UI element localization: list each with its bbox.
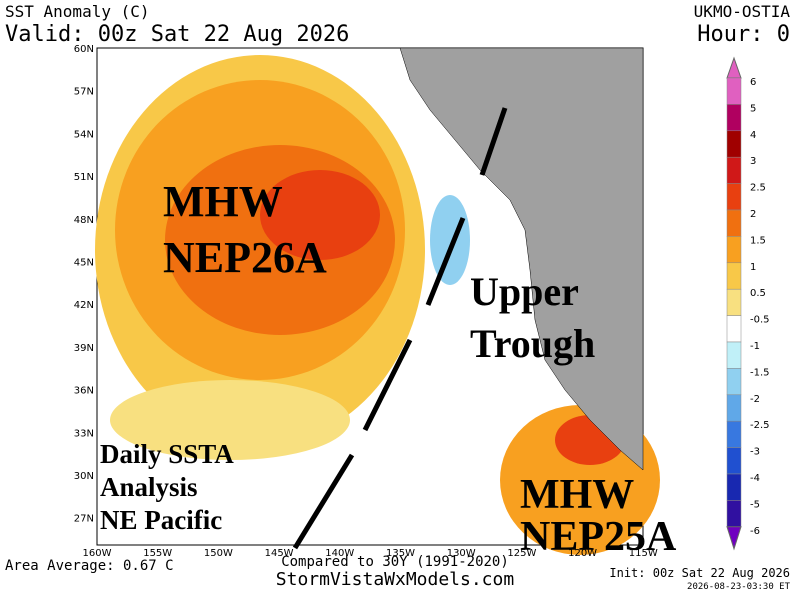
lon-label: 140W bbox=[325, 548, 354, 559]
colorbar-label: 5 bbox=[750, 103, 756, 114]
annotation: MHW bbox=[520, 472, 634, 518]
colorbar-swatch bbox=[726, 341, 742, 369]
colorbar-swatch bbox=[726, 77, 742, 105]
lat-label: 39N bbox=[74, 343, 94, 354]
lat-label: 51N bbox=[74, 172, 94, 183]
colorbar-swatch bbox=[726, 183, 742, 211]
area-average: Area Average: 0.67 C bbox=[5, 558, 174, 574]
annotation: NE Pacific bbox=[100, 505, 222, 535]
lon-label: 120W bbox=[568, 548, 597, 559]
colorbar-swatch bbox=[726, 104, 742, 132]
lat-label: 30N bbox=[74, 471, 94, 482]
annotation: Daily SSTA bbox=[100, 439, 234, 469]
lon-label: 155W bbox=[143, 548, 172, 559]
title: SST Anomaly (C) bbox=[5, 2, 150, 21]
lat-label: 60N bbox=[74, 44, 94, 55]
colorbar-label: 2 bbox=[750, 209, 756, 220]
colorbar-label: -4 bbox=[750, 473, 760, 484]
lon-label: 145W bbox=[265, 548, 294, 559]
colorbar-swatch bbox=[726, 500, 742, 528]
colorbar-swatch bbox=[726, 420, 742, 448]
lon-label: 135W bbox=[386, 548, 415, 559]
colorbar-label: -5 bbox=[750, 499, 760, 510]
colorbar-swatch bbox=[726, 288, 742, 316]
comparison: Compared to 30Y (1991-2020) bbox=[281, 554, 509, 570]
source: UKMO-OSTIA bbox=[694, 2, 791, 21]
colorbar-swatch bbox=[726, 236, 742, 264]
colorbar-swatch bbox=[726, 473, 742, 501]
lon-label: 150W bbox=[204, 548, 233, 559]
colorbar-label: 1.5 bbox=[750, 235, 766, 246]
colorbar-swatch bbox=[726, 130, 742, 158]
init-time: Init: 00z Sat 22 Aug 2026 bbox=[609, 566, 790, 580]
colorbar-label: -0.5 bbox=[750, 315, 770, 326]
colorbar-cap bbox=[726, 56, 742, 79]
lon-label: 115W bbox=[629, 548, 658, 559]
annotation: Upper bbox=[470, 269, 579, 314]
colorbar-cap bbox=[726, 526, 742, 551]
annotation: NEP26A bbox=[163, 233, 327, 282]
lat-label: 45N bbox=[74, 258, 94, 269]
lat-label: 33N bbox=[74, 428, 94, 439]
colorbar-swatch bbox=[726, 447, 742, 475]
lat-label: 36N bbox=[74, 386, 94, 397]
lon-label: 160W bbox=[83, 548, 112, 559]
colorbar-label: -2.5 bbox=[750, 420, 770, 431]
annotation: Analysis bbox=[100, 472, 198, 502]
colorbar-swatch bbox=[726, 394, 742, 422]
lat-label: 54N bbox=[74, 129, 94, 140]
colorbar-swatch bbox=[726, 315, 742, 343]
hour: Hour: 0 bbox=[697, 22, 790, 47]
annotation: NEP25A bbox=[520, 514, 677, 560]
timestamp: 2026-08-23-03:30 ET bbox=[687, 582, 791, 592]
colorbar-label: 3 bbox=[750, 156, 756, 167]
lat-label: 42N bbox=[74, 300, 94, 311]
lat-label: 27N bbox=[74, 514, 94, 525]
colorbar-label: 1 bbox=[750, 262, 756, 273]
annotation: MHW bbox=[163, 177, 283, 226]
valid-time: Valid: 00z Sat 22 Aug 2026 bbox=[5, 22, 349, 47]
colorbar-label: -6 bbox=[750, 526, 760, 537]
colorbar-label: 4 bbox=[750, 130, 756, 141]
colorbar-swatch bbox=[726, 262, 742, 290]
map bbox=[95, 47, 660, 555]
colorbar-label: -1.5 bbox=[750, 367, 770, 378]
colorbar-label: 2.5 bbox=[750, 183, 766, 194]
colorbar: 6 5 4 3 2.5 2 1.5 1 0.5 -0.5 -1 -1.5 -2 -2.5 -3 -4 -5 -6 bbox=[726, 56, 770, 551]
annotation: Trough bbox=[470, 321, 595, 366]
lat-label: 57N bbox=[74, 87, 94, 98]
colorbar-swatch bbox=[726, 368, 742, 396]
lon-label: 125W bbox=[507, 548, 536, 559]
colorbar-swatch bbox=[726, 156, 742, 184]
colorbar-label: 0.5 bbox=[750, 288, 766, 299]
lon-label: 130W bbox=[447, 548, 476, 559]
website: StormVistaWxModels.com bbox=[276, 569, 514, 590]
colorbar-swatch bbox=[726, 209, 742, 237]
colorbar-label: 6 bbox=[750, 77, 756, 88]
colorbar-label: -3 bbox=[750, 447, 760, 458]
colorbar-label: -2 bbox=[750, 394, 760, 405]
lat-label: 48N bbox=[74, 215, 94, 226]
colorbar-label: -1 bbox=[750, 341, 760, 352]
